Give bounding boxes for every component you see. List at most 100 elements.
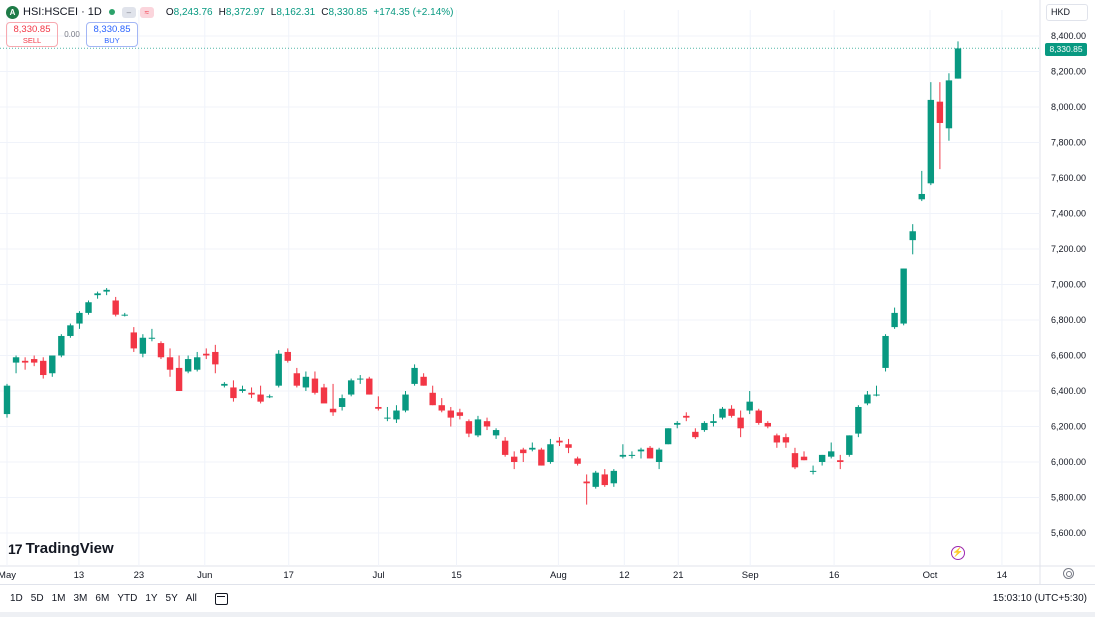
candle[interactable] xyxy=(809,465,817,475)
candle[interactable] xyxy=(492,428,500,439)
candle[interactable] xyxy=(393,405,400,423)
candle[interactable] xyxy=(646,446,654,459)
range-ytd[interactable]: YTD xyxy=(117,593,138,604)
candle[interactable] xyxy=(103,288,110,296)
lightning-icon[interactable]: ⚡ xyxy=(951,546,965,560)
candle[interactable] xyxy=(166,348,174,377)
clock[interactable]: 15:03:10 (UTC+5:30) xyxy=(992,593,1087,604)
candle[interactable] xyxy=(438,398,445,413)
candle[interactable] xyxy=(175,355,183,392)
candle[interactable] xyxy=(565,438,572,454)
candle[interactable] xyxy=(302,371,310,391)
candle[interactable] xyxy=(284,348,291,363)
candle[interactable] xyxy=(3,383,11,418)
candle[interactable] xyxy=(329,383,337,416)
candle[interactable] xyxy=(511,451,518,470)
candle[interactable] xyxy=(474,415,482,438)
candle[interactable] xyxy=(501,437,509,457)
candle[interactable] xyxy=(619,444,627,459)
candle[interactable] xyxy=(429,385,436,406)
candle[interactable] xyxy=(311,371,319,395)
range-5d[interactable]: 5D xyxy=(30,593,44,604)
candle[interactable] xyxy=(30,355,38,367)
candle[interactable] xyxy=(592,470,599,489)
candle[interactable] xyxy=(483,417,491,431)
candle[interactable] xyxy=(121,312,128,317)
range-6m[interactable]: 6M xyxy=(95,593,110,604)
candle[interactable] xyxy=(954,41,962,79)
candle[interactable] xyxy=(746,391,753,415)
candle[interactable] xyxy=(710,414,717,427)
sell-button[interactable]: 8,330.85 SELL xyxy=(6,22,58,47)
candle[interactable] xyxy=(94,291,101,299)
candle[interactable] xyxy=(347,378,355,397)
candle[interactable] xyxy=(130,327,137,352)
candle[interactable] xyxy=(791,447,799,470)
candle[interactable] xyxy=(411,364,418,386)
candle[interactable] xyxy=(800,451,808,461)
candle[interactable] xyxy=(547,438,554,464)
candle[interactable] xyxy=(818,454,826,466)
candle[interactable] xyxy=(58,334,65,358)
candle[interactable] xyxy=(683,412,690,422)
candle[interactable] xyxy=(520,447,527,462)
candle[interactable] xyxy=(67,323,74,338)
minus-icon[interactable]: – xyxy=(121,6,136,18)
candle[interactable] xyxy=(655,447,663,470)
candle[interactable] xyxy=(864,391,871,406)
candle[interactable] xyxy=(701,421,708,432)
candle[interactable] xyxy=(384,406,391,422)
candle[interactable] xyxy=(420,373,427,386)
candle[interactable] xyxy=(637,447,645,459)
buy-button[interactable]: 8,330.85 BUY xyxy=(86,22,138,47)
candle[interactable] xyxy=(674,421,681,429)
candle[interactable] xyxy=(837,454,844,470)
candle[interactable] xyxy=(728,405,735,418)
candle[interactable] xyxy=(782,433,790,448)
range-1y[interactable]: 1Y xyxy=(145,593,158,604)
candle[interactable] xyxy=(366,376,373,395)
candle[interactable] xyxy=(194,351,201,372)
candle[interactable] xyxy=(148,328,156,342)
candle[interactable] xyxy=(628,451,636,459)
candle[interactable] xyxy=(900,268,907,326)
candle[interactable] xyxy=(719,406,726,420)
candle[interactable] xyxy=(664,428,672,445)
candle[interactable] xyxy=(556,437,563,447)
candle[interactable] xyxy=(882,334,889,372)
calendar-icon[interactable] xyxy=(214,592,228,605)
candle[interactable] xyxy=(338,394,346,411)
candle[interactable] xyxy=(402,391,409,413)
candle[interactable] xyxy=(538,447,545,466)
candle[interactable] xyxy=(610,469,618,487)
candle[interactable] xyxy=(248,387,255,399)
candle[interactable] xyxy=(583,474,590,505)
candle[interactable] xyxy=(184,355,192,374)
candle[interactable] xyxy=(755,408,762,425)
settings-icon[interactable] xyxy=(1063,568,1074,579)
candle[interactable] xyxy=(230,380,237,402)
candle[interactable] xyxy=(49,355,56,377)
candle[interactable] xyxy=(203,348,210,360)
candle[interactable] xyxy=(846,435,853,457)
candle[interactable] xyxy=(927,82,935,186)
candle[interactable] xyxy=(293,367,301,388)
candle[interactable] xyxy=(692,428,699,439)
range-all[interactable]: All xyxy=(185,593,197,604)
candle[interactable] xyxy=(375,396,382,411)
candle[interactable] xyxy=(873,385,880,397)
candle[interactable] xyxy=(112,296,119,317)
candle[interactable] xyxy=(40,357,47,379)
candle[interactable] xyxy=(275,350,282,388)
candle[interactable] xyxy=(936,82,944,170)
candle[interactable] xyxy=(21,357,29,370)
candle[interactable] xyxy=(909,224,916,255)
candle[interactable] xyxy=(601,469,608,487)
tradingview-logo[interactable]: 17 TradingView xyxy=(8,540,114,557)
candle[interactable] xyxy=(456,408,464,420)
candle[interactable] xyxy=(918,170,925,202)
candle[interactable] xyxy=(76,311,83,329)
candle[interactable] xyxy=(212,344,219,374)
candle[interactable] xyxy=(239,385,246,393)
candle[interactable] xyxy=(891,307,898,329)
